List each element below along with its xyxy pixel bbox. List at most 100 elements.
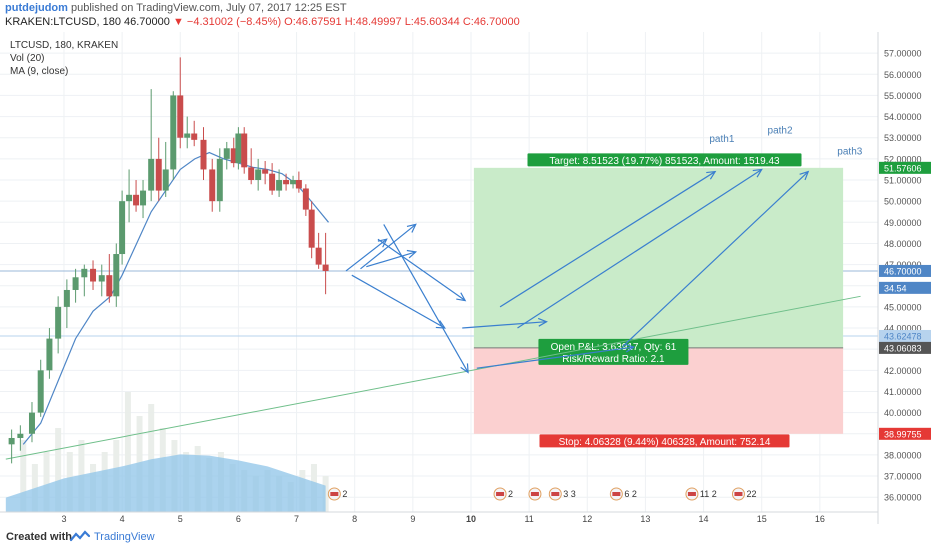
chart-header: putdejudom published on TradingView.com,… bbox=[0, 0, 932, 32]
candle-down bbox=[90, 268, 97, 282]
candle-up bbox=[255, 169, 262, 181]
high-value: H:48.49997 bbox=[344, 16, 402, 28]
event-count: 11 2 bbox=[700, 489, 717, 499]
arrow-head bbox=[706, 170, 717, 180]
event-flag-stripe bbox=[734, 492, 743, 496]
long-position-tool[interactable]: Target: 8.51523 (19.77%) 851523, Amount:… bbox=[473, 153, 844, 448]
legend-ma: MA (9, close) bbox=[10, 66, 68, 77]
candle-down bbox=[295, 180, 302, 189]
pnl-label-2: Risk/Reward Ratio: 2.1 bbox=[562, 354, 665, 365]
tradingview-logo-icon[interactable] bbox=[70, 529, 90, 543]
y-tick-label: 49.00000 bbox=[884, 218, 922, 228]
candle-up bbox=[17, 433, 24, 438]
x-tick-label: 3 bbox=[61, 514, 66, 524]
y-tick-label: 54.00000 bbox=[884, 112, 922, 122]
arrow-line bbox=[383, 224, 469, 373]
ohlc-line: KRAKEN:LTCUSD, 180 46.70000 ▼ −4.31002 (… bbox=[5, 16, 520, 28]
candle-down bbox=[262, 169, 269, 174]
candle-up bbox=[162, 169, 169, 191]
candle-down bbox=[322, 264, 329, 271]
time-axis[interactable]: 3 4 5 6 7 8 9 10 11 12 13 14 15 16 bbox=[0, 511, 878, 524]
path-label: path2 bbox=[768, 125, 793, 136]
candle-up bbox=[223, 148, 230, 159]
candle-down bbox=[283, 180, 290, 185]
volume-bar bbox=[148, 404, 155, 512]
candle-up bbox=[28, 412, 35, 434]
x-tick-label: 7 bbox=[294, 514, 299, 524]
y-tick-label: 48.00000 bbox=[884, 239, 922, 249]
candle-up bbox=[276, 180, 283, 191]
candle-down bbox=[230, 148, 237, 164]
price-change: −4.31002 (−8.45%) bbox=[186, 16, 282, 28]
tradingview-brand[interactable]: TradingView bbox=[94, 531, 155, 543]
price-tag-label: 51.57606 bbox=[884, 163, 922, 173]
candle-up bbox=[170, 95, 177, 170]
price-tag bbox=[879, 427, 931, 440]
x-tick-label: 11 bbox=[524, 514, 533, 524]
candle-down bbox=[155, 158, 162, 191]
arrow-head bbox=[752, 168, 763, 178]
price-tag-label: 38.99755 bbox=[884, 429, 922, 439]
stop-label: Stop: 4.06328 (9.44%) 406328, Amount: 75… bbox=[559, 437, 771, 448]
arrow-head bbox=[406, 249, 418, 259]
event-flag-stripe bbox=[551, 492, 560, 496]
event-flag-stripe bbox=[330, 492, 339, 496]
candle-down bbox=[248, 167, 255, 181]
candle-down bbox=[302, 188, 309, 210]
x-tick-label: 6 bbox=[236, 514, 241, 524]
candle-down bbox=[315, 247, 322, 265]
pnl-label-bg bbox=[538, 338, 689, 365]
x-tick-label: 16 bbox=[815, 514, 825, 524]
open-value: O:46.67591 bbox=[284, 16, 342, 28]
close-value: C:46.70000 bbox=[462, 16, 520, 28]
target-zone bbox=[473, 167, 844, 348]
publish-line: putdejudom published on TradingView.com,… bbox=[5, 2, 347, 14]
y-tick-label: 53.00000 bbox=[884, 133, 922, 143]
y-tick-label: 38.00000 bbox=[884, 450, 922, 460]
event-count: 2 bbox=[508, 489, 513, 499]
candle-up bbox=[37, 370, 44, 413]
y-tick-label: 44.00000 bbox=[884, 324, 922, 334]
candles[interactable] bbox=[8, 57, 329, 464]
price-axis[interactable]: 57.00000 56.00000 55.00000 54.00000 53.00000… bbox=[877, 32, 931, 524]
path-label: path3 bbox=[837, 147, 862, 158]
arrow-line bbox=[366, 251, 416, 268]
price-chart[interactable]: Target: 8.51523 (19.77%) 851523, Amount:… bbox=[0, 32, 932, 524]
target-label: Target: 8.51523 (19.77%) 851523, Amount:… bbox=[549, 156, 780, 167]
candle-up bbox=[119, 201, 126, 255]
candle-down bbox=[200, 139, 207, 170]
legend-volume: Vol (20) bbox=[10, 53, 44, 64]
author-link[interactable]: putdejudom bbox=[5, 2, 68, 14]
candle-down bbox=[269, 173, 276, 191]
candle-up bbox=[126, 194, 133, 202]
arrow-line bbox=[499, 171, 716, 308]
y-tick-label: 40.00000 bbox=[884, 408, 922, 418]
arrow-head bbox=[406, 223, 417, 233]
arrow-drawings[interactable]: path1 path2 path3 bbox=[345, 125, 863, 374]
volume-pane bbox=[5, 392, 329, 512]
y-tick-label: 51.00000 bbox=[884, 176, 922, 186]
low-value: L:45.60344 bbox=[404, 16, 460, 28]
event-count: 22 bbox=[746, 489, 756, 499]
volume-bar bbox=[124, 392, 131, 512]
y-tick-label: 45.00000 bbox=[884, 302, 922, 312]
arrow-line bbox=[517, 168, 763, 329]
price-tag bbox=[879, 281, 931, 294]
arrow-head bbox=[456, 292, 467, 302]
candle-up bbox=[8, 437, 15, 445]
x-tick-label: 10 bbox=[466, 514, 476, 524]
volume-bar bbox=[20, 440, 27, 512]
y-tick-label: 37.00000 bbox=[884, 472, 922, 482]
down-arrow-icon: ▼ bbox=[172, 16, 184, 28]
arrow-head bbox=[460, 363, 469, 374]
x-tick-label: 9 bbox=[410, 514, 415, 524]
arrow-line bbox=[621, 171, 809, 348]
candle-up bbox=[72, 277, 79, 290]
arrow-line bbox=[462, 321, 547, 329]
x-tick-label: 15 bbox=[757, 514, 767, 524]
last-price: 46.70000 bbox=[124, 16, 170, 28]
y-tick-label: 50.00000 bbox=[884, 197, 922, 207]
drawing-lines[interactable] bbox=[5, 151, 861, 460]
y-tick-label: 52.00000 bbox=[884, 154, 922, 164]
